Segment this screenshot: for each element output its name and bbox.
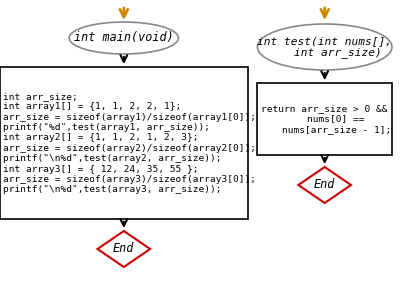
Ellipse shape (257, 24, 392, 70)
Polygon shape (98, 231, 150, 267)
Text: int test(int nums[],
    int arr_size): int test(int nums[], int arr_size) (257, 36, 392, 58)
Text: int main(void): int main(void) (74, 32, 174, 44)
Ellipse shape (69, 22, 178, 54)
Text: return arr_size > 0 &&
    nums[0] ==
    nums[arr_size - 1];: return arr_size > 0 && nums[0] == nums[a… (258, 104, 391, 134)
FancyBboxPatch shape (257, 83, 392, 155)
FancyBboxPatch shape (0, 67, 248, 219)
Text: End: End (314, 178, 335, 192)
Text: End: End (113, 243, 135, 255)
Text: int arr_size;
int array1[] = {1, 1, 2, 2, 1};
arr_size = sizeof(array1)/sizeof(a: int arr_size; int array1[] = {1, 1, 2, 2… (3, 92, 256, 194)
Polygon shape (298, 167, 351, 203)
